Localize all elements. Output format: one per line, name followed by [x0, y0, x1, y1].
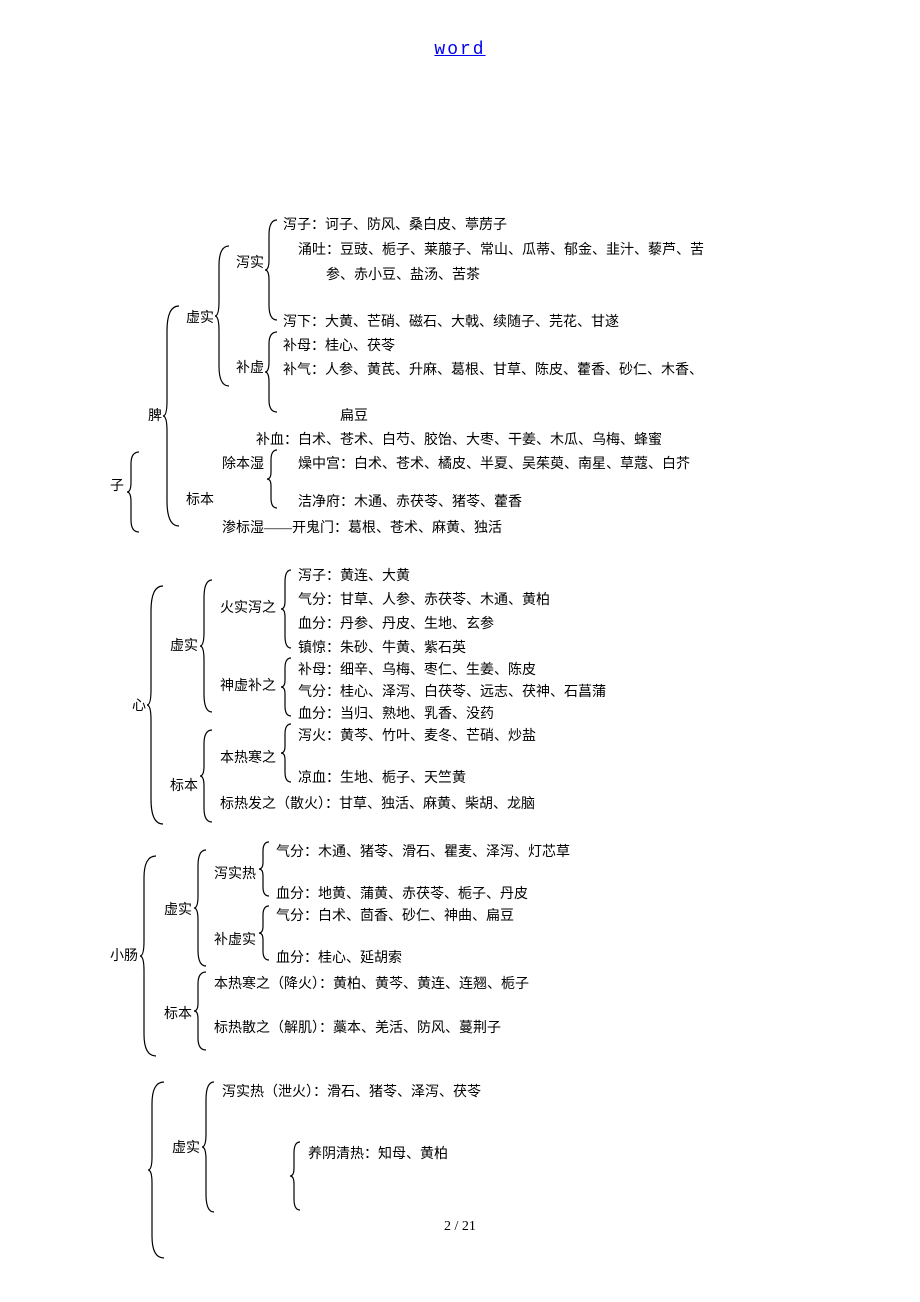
spleen-l1: 泻子：诃子、防风、桑白皮、葶苈子	[283, 215, 507, 236]
si-xushi: 虚实	[164, 900, 192, 921]
diagram-content: 脾 子 虚实 泻实 泻子：诃子、防风、桑白皮、葶苈子 涌吐：豆豉、栀子、莱菔子、…	[0, 80, 920, 1260]
spleen-l5: 补气：人参、黄芪、升麻、葛根、甘草、陈皮、藿香、砂仁、木香、	[283, 360, 703, 381]
spleen-xieshi: 泻实	[236, 253, 264, 274]
heart-l7: 血分：当归、熟地、乳香、没药	[298, 704, 494, 725]
spleen-l9: 渗标湿——开鬼门：葛根、苍术、麻黄、独活	[222, 518, 502, 539]
si-root: 小肠	[110, 946, 138, 967]
heart-root: 心	[132, 696, 146, 717]
spleen-l8: 洁净府：木通、赤茯苓、猪苓、藿香	[298, 492, 522, 513]
spleen-l2b: 参、赤小豆、盐汤、苦茶	[326, 265, 480, 286]
si-l1: 气分：木通、猪苓、滑石、瞿麦、泽泻、灯芯草	[276, 842, 570, 863]
spleen-l7: 燥中宫：白术、苍术、橘皮、半夏、吴茱萸、南星、草蔻、白芥	[298, 454, 690, 475]
page-footer: 2 / 21	[0, 1219, 920, 1235]
si-xieshire: 泻实热	[214, 864, 256, 885]
heart-l5: 补母：细辛、乌梅、枣仁、生姜、陈皮	[298, 660, 536, 681]
spleen-root: 脾	[148, 406, 162, 427]
heart-huoshi: 火实泻之	[220, 598, 276, 619]
heart-biaoben: 标本	[170, 776, 198, 797]
header-link[interactable]: word	[434, 40, 485, 60]
heart-l3: 血分：丹参、丹皮、生地、玄参	[298, 614, 494, 635]
heart-l6: 气分：桂心、泽泻、白茯苓、远志、茯神、石菖蒲	[298, 682, 606, 703]
spleen-l2: 涌吐：豆豉、栀子、莱菔子、常山、瓜蒂、郁金、韭汁、藜芦、苦	[298, 240, 704, 261]
last-l1: 泻实热（泄火）：滑石、猪苓、泽泻、茯苓	[222, 1082, 481, 1103]
spleen-xushi: 虚实	[186, 308, 214, 329]
heart-l10: 标热发之（散火）：甘草、独活、麻黄、柴胡、龙脑	[220, 794, 535, 815]
spleen-buxu: 补虚	[236, 358, 264, 379]
si-l5: 本热寒之（降火）：黄柏、黄芩、黄连、连翘、栀子	[214, 974, 529, 995]
last-xushi: 虚实	[172, 1138, 200, 1159]
spleen-l3: 泻下：大黄、芒硝、磁石、大戟、续随子、芫花、甘遂	[283, 312, 619, 333]
header: word	[0, 0, 920, 80]
spleen-l5b: 扁豆	[340, 406, 368, 427]
spleen-zi: 子	[110, 476, 124, 497]
si-biaoben: 标本	[164, 1004, 192, 1025]
spleen-l4: 补母：桂心、茯苓	[283, 336, 395, 357]
last-l2: 养阴清热：知母、黄柏	[308, 1144, 448, 1165]
si-buxushi: 补虚实	[214, 930, 256, 951]
heart-l1: 泻子：黄连、大黄	[298, 566, 410, 587]
heart-l4: 镇惊：朱砂、牛黄、紫石英	[298, 638, 466, 659]
spleen-biaoben: 标本	[186, 490, 214, 511]
spleen-chubenshi: 除本湿	[222, 454, 264, 475]
si-l3: 气分：白术、茴香、砂仁、神曲、扁豆	[276, 906, 514, 927]
si-l2: 血分：地黄、蒲黄、赤茯苓、栀子、丹皮	[276, 884, 528, 905]
heart-l8: 泻火：黄芩、竹叶、麦冬、芒硝、炒盐	[298, 726, 536, 747]
heart-benre: 本热寒之	[220, 748, 276, 769]
spleen-l6: 补血：白术、苍术、白芍、胶饴、大枣、干姜、木瓜、乌梅、蜂蜜	[256, 430, 662, 451]
heart-l9: 凉血：生地、栀子、天竺黄	[298, 768, 466, 789]
heart-xushi: 虚实	[170, 636, 198, 657]
heart-shenxu: 神虚补之	[220, 676, 276, 697]
heart-l2: 气分：甘草、人参、赤茯苓、木通、黄柏	[298, 590, 550, 611]
si-l6: 标热散之（解肌）：藁本、羌活、防风、蔓荆子	[214, 1018, 501, 1039]
si-l4: 血分：桂心、延胡索	[276, 948, 402, 969]
